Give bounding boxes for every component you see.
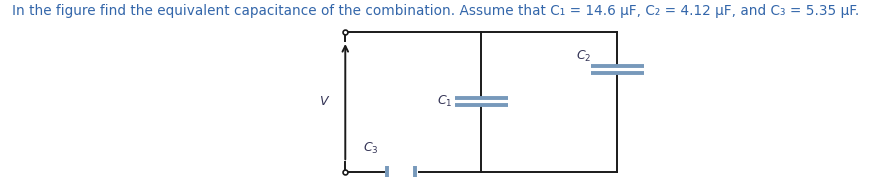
Text: $C_2$: $C_2$ [576,49,591,64]
Text: In the figure find the equivalent capacitance of the combination. Assume that C₁: In the figure find the equivalent capaci… [12,4,860,18]
Text: $C_1$: $C_1$ [437,94,452,109]
Text: $C_3$: $C_3$ [363,141,378,156]
Text: $V$: $V$ [318,95,330,108]
